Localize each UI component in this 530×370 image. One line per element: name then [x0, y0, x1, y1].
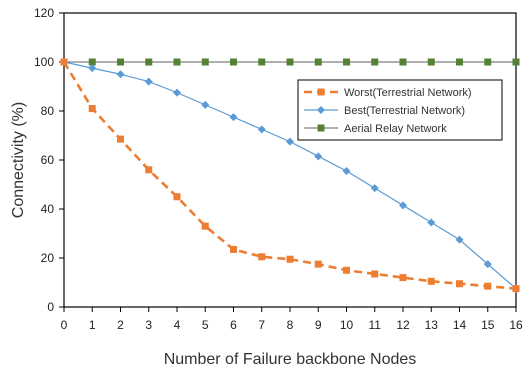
data-point	[427, 277, 435, 285]
legend-label: Best(Terrestrial Network)	[344, 105, 465, 117]
data-point	[201, 222, 209, 230]
x-tick-label: 0	[61, 318, 68, 332]
data-point	[257, 125, 266, 134]
x-tick-label: 1	[89, 318, 96, 332]
series-worst-terrestrial-network	[60, 58, 520, 293]
data-point	[116, 70, 125, 79]
y-tick-label: 100	[34, 55, 54, 69]
x-tick-label: 16	[509, 318, 523, 332]
x-tick-label: 13	[425, 318, 439, 332]
data-point	[173, 58, 181, 66]
data-point	[314, 152, 323, 161]
legend-item: Best(Terrestrial Network)	[304, 105, 465, 117]
y-tick-label: 60	[41, 153, 55, 167]
y-axis-title: Connectivity (%)	[10, 102, 27, 218]
legend-marker	[317, 88, 325, 96]
data-point	[230, 58, 237, 66]
data-point	[201, 58, 209, 66]
data-point	[399, 58, 407, 66]
data-point	[88, 64, 97, 73]
data-point	[117, 58, 124, 66]
x-tick-label: 9	[315, 318, 322, 332]
data-point	[201, 100, 210, 109]
x-tick-label: 14	[453, 318, 467, 332]
data-point	[399, 201, 407, 210]
data-point	[512, 58, 520, 66]
x-tick-label: 15	[481, 318, 495, 332]
data-point	[456, 58, 463, 66]
x-tick-label: 11	[369, 318, 382, 332]
data-point	[230, 245, 237, 253]
data-point	[484, 58, 492, 66]
x-tick-label: 3	[145, 318, 152, 332]
data-point	[229, 113, 238, 122]
data-point	[144, 77, 153, 86]
x-tick-label: 8	[287, 318, 294, 332]
series-line	[62, 61, 517, 290]
y-tick-label: 80	[41, 104, 55, 118]
data-point	[60, 58, 68, 66]
data-point	[145, 58, 153, 66]
legend-item: Worst(Terrestrial Network)	[304, 87, 472, 99]
y-tick-label: 0	[47, 300, 54, 314]
legend-marker	[317, 106, 325, 114]
data-point	[117, 135, 124, 143]
x-tick-label: 6	[230, 318, 237, 332]
data-point	[370, 184, 379, 193]
y-tick-label: 20	[41, 251, 55, 265]
data-point	[314, 260, 322, 268]
data-point	[427, 58, 435, 66]
data-point	[371, 58, 379, 66]
data-point	[314, 58, 322, 66]
legend-label: Worst(Terrestrial Network)	[344, 87, 472, 99]
data-point	[258, 253, 266, 261]
data-point	[343, 58, 350, 66]
data-point	[88, 58, 96, 66]
data-point	[512, 285, 520, 293]
data-point	[343, 266, 350, 274]
data-point	[286, 58, 294, 66]
x-axis-title: Number of Failure backbone Nodes	[164, 351, 417, 368]
x-tick-label: 7	[258, 318, 265, 332]
data-point	[173, 193, 181, 201]
y-tick-label: 120	[34, 6, 54, 20]
legend-item: Aerial Relay Network	[304, 123, 447, 135]
x-tick-label: 5	[202, 318, 209, 332]
data-point	[456, 280, 463, 288]
data-point	[286, 255, 294, 263]
data-point	[145, 166, 153, 174]
data-point	[258, 58, 266, 66]
x-tick-label: 2	[117, 318, 124, 332]
data-point	[483, 260, 492, 269]
data-point	[173, 88, 181, 97]
data-point	[484, 282, 492, 290]
legend-marker	[317, 124, 325, 132]
data-point	[399, 274, 407, 282]
x-tick-label: 12	[396, 318, 410, 332]
data-point	[427, 218, 436, 227]
legend-label: Aerial Relay Network	[344, 123, 447, 135]
x-tick-label: 10	[340, 318, 354, 332]
data-point	[371, 270, 379, 278]
data-point	[88, 105, 96, 113]
data-point	[342, 167, 351, 176]
data-point	[286, 137, 294, 146]
y-tick-label: 40	[41, 202, 55, 216]
data-point	[455, 235, 464, 244]
x-tick-label: 4	[174, 318, 181, 332]
